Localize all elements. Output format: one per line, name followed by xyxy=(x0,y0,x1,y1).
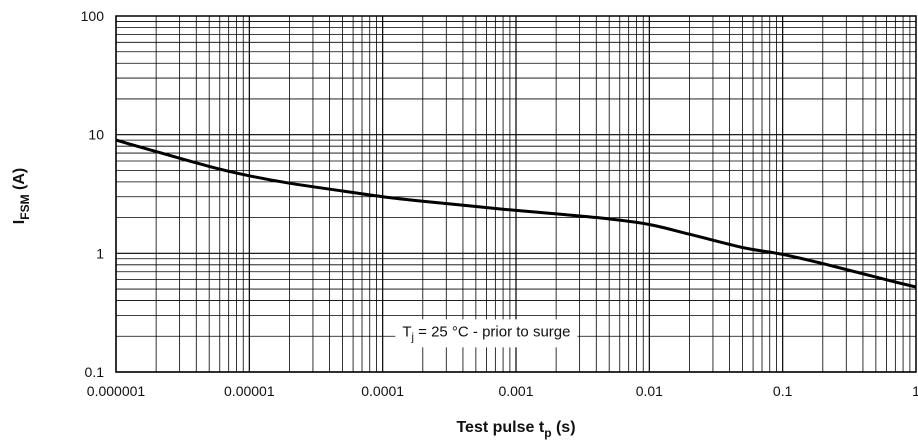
y-tick-label: 0.1 xyxy=(85,364,105,380)
x-tick-label: 0.0001 xyxy=(361,383,404,399)
x-tick-label: 0.001 xyxy=(498,383,533,399)
x-tick-label: 0.1 xyxy=(773,383,793,399)
series-line xyxy=(115,138,917,289)
x-tick-labels: 0.000001 0.00001 0.0001 0.001 0.01 0.1 1 xyxy=(87,383,918,399)
y-tick-label: 1 xyxy=(96,245,104,261)
annotation-text: Tj = 25 °C - prior to surge xyxy=(402,323,570,343)
y-axis-title-main: I xyxy=(11,220,28,224)
annotation-symbol: T xyxy=(402,323,411,340)
x-tick-label: 0.01 xyxy=(636,383,663,399)
x-tick-label: 0.00001 xyxy=(224,383,275,399)
chart-grid xyxy=(115,16,916,373)
chart-series-group xyxy=(115,138,917,289)
x-tick-label: 0.000001 xyxy=(87,383,146,399)
y-axis-title-subscript: FSM xyxy=(18,194,32,219)
y-axis-title-unit: (A) xyxy=(11,168,28,195)
annotation-condition: = 25 °C - prior to surge xyxy=(414,323,570,340)
y-tick-label: 100 xyxy=(81,8,105,24)
x-axis-title-unit: (s) xyxy=(552,419,576,436)
annotation-background xyxy=(395,319,578,348)
x-axis-title-main: Test pulse t xyxy=(456,419,544,436)
x-axis-title-subscript: p xyxy=(544,426,551,440)
y-tick-labels: 0.1 1 10 100 xyxy=(81,8,105,380)
annotation-subscript: j xyxy=(411,331,414,343)
x-tick-label: 1 xyxy=(912,383,918,399)
y-tick-label: 10 xyxy=(88,127,104,143)
x-axis-title: Test pulse tp (s) xyxy=(456,419,575,440)
plot-frame xyxy=(115,15,917,373)
y-axis-title: IFSM (A) xyxy=(11,168,32,224)
annotation-box: Tj = 25 °C - prior to surge xyxy=(395,319,578,348)
